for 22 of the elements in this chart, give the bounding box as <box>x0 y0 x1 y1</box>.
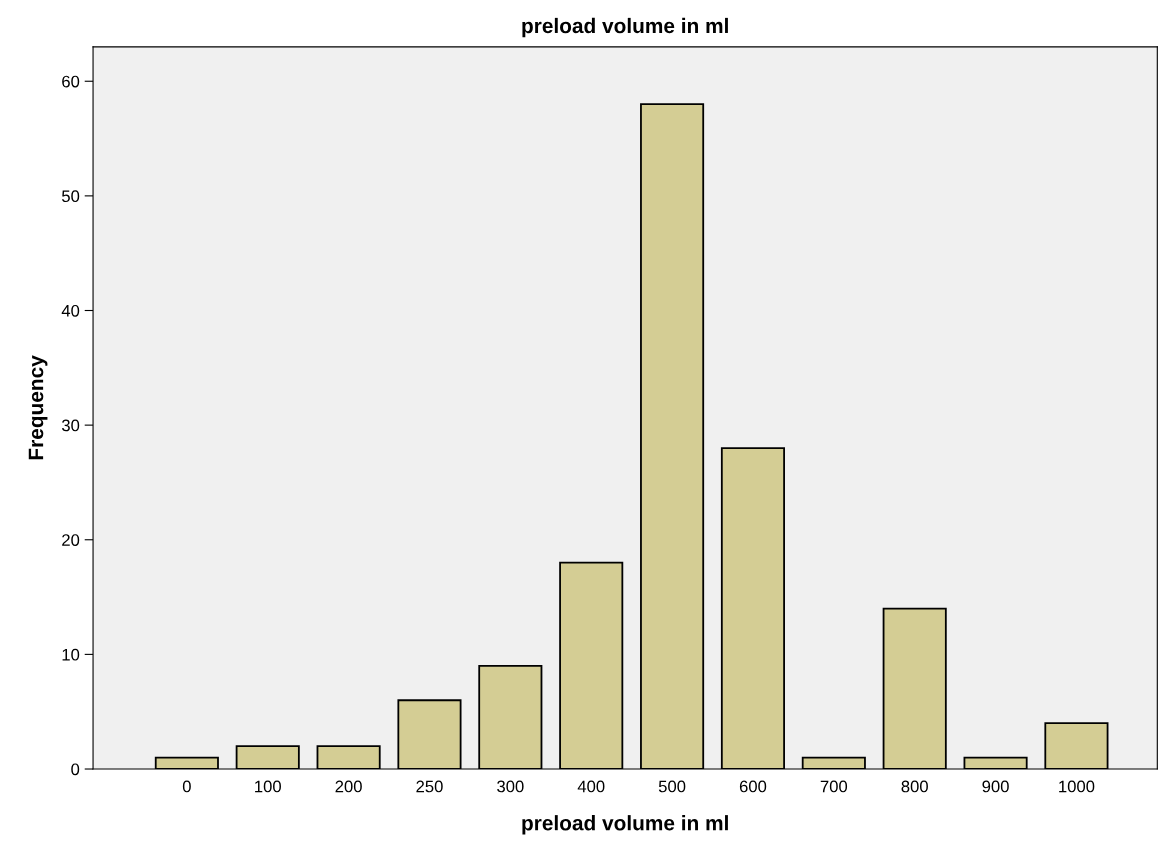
y-tick-label: 50 <box>61 190 80 203</box>
x-tick-label: 100 <box>255 780 281 793</box>
y-tick-label: 20 <box>62 534 80 546</box>
x-axis-title: preload volume in ml <box>522 815 728 835</box>
y-tick-label: 10 <box>62 648 80 661</box>
x-tick-label: 500 <box>658 780 686 793</box>
y-tick-label: 30 <box>61 419 80 432</box>
x-tick-label: 300 <box>497 780 524 793</box>
x-tick-label: 250 <box>416 780 443 793</box>
x-tick-label: 0 <box>182 780 191 793</box>
x-tick-label: 600 <box>739 780 767 793</box>
y-axis-title: Frequency <box>28 355 48 460</box>
x-tick-label: 900 <box>982 780 1009 793</box>
x-tick-label: 700 <box>820 780 848 793</box>
y-tick-label: 60 <box>62 75 80 88</box>
chart-title: preload volume in ml <box>522 17 728 38</box>
x-tick-label: 200 <box>335 780 362 793</box>
y-tick-label: 40 <box>61 304 80 317</box>
x-tick-label: 1000 <box>1059 780 1095 793</box>
x-tick-label: 400 <box>577 780 605 793</box>
x-tick-label: 800 <box>901 780 928 793</box>
y-tick-label: 0 <box>71 763 80 776</box>
